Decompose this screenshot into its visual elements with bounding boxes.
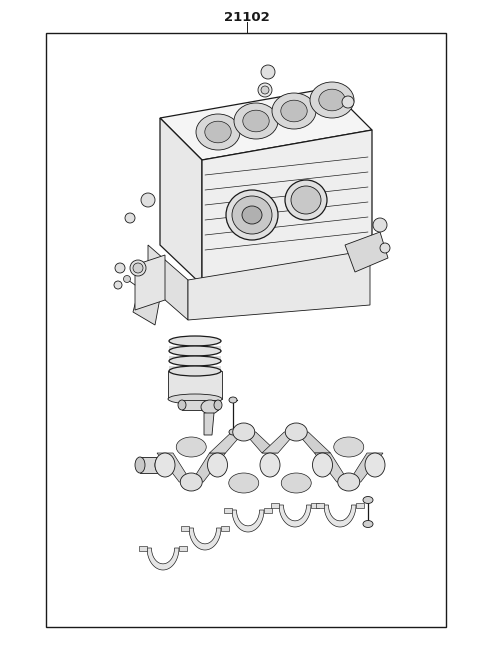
Ellipse shape bbox=[155, 453, 175, 477]
Bar bbox=[356, 503, 364, 507]
Ellipse shape bbox=[334, 437, 364, 457]
Ellipse shape bbox=[338, 473, 360, 491]
Ellipse shape bbox=[232, 196, 272, 234]
Ellipse shape bbox=[205, 121, 231, 143]
Bar bbox=[169, 356, 221, 361]
Bar bbox=[182, 400, 218, 410]
Ellipse shape bbox=[229, 473, 259, 493]
Ellipse shape bbox=[242, 206, 262, 224]
Ellipse shape bbox=[169, 346, 221, 356]
Ellipse shape bbox=[363, 520, 373, 528]
Circle shape bbox=[261, 65, 275, 79]
Polygon shape bbox=[133, 285, 160, 325]
Bar bbox=[311, 503, 319, 507]
Bar bbox=[179, 545, 187, 551]
Bar bbox=[264, 507, 272, 512]
Bar bbox=[139, 545, 147, 551]
Ellipse shape bbox=[201, 400, 219, 414]
Ellipse shape bbox=[178, 400, 186, 410]
Polygon shape bbox=[148, 245, 188, 320]
Polygon shape bbox=[147, 548, 179, 570]
Polygon shape bbox=[189, 528, 221, 550]
Bar bbox=[181, 526, 189, 530]
Ellipse shape bbox=[226, 190, 278, 240]
Polygon shape bbox=[262, 432, 296, 453]
Ellipse shape bbox=[169, 356, 221, 366]
Ellipse shape bbox=[285, 180, 327, 220]
Polygon shape bbox=[324, 505, 356, 527]
Ellipse shape bbox=[272, 93, 316, 129]
Ellipse shape bbox=[233, 423, 255, 441]
Ellipse shape bbox=[168, 394, 222, 404]
Circle shape bbox=[141, 193, 155, 207]
Ellipse shape bbox=[365, 453, 385, 477]
Circle shape bbox=[125, 213, 135, 223]
Polygon shape bbox=[296, 432, 331, 453]
Polygon shape bbox=[244, 432, 278, 453]
Circle shape bbox=[373, 218, 387, 232]
Ellipse shape bbox=[234, 103, 278, 139]
Bar bbox=[168, 371, 222, 399]
Ellipse shape bbox=[260, 453, 280, 477]
Ellipse shape bbox=[285, 423, 307, 441]
Polygon shape bbox=[191, 453, 226, 482]
Polygon shape bbox=[188, 250, 370, 320]
Bar bbox=[224, 507, 232, 512]
Ellipse shape bbox=[196, 114, 240, 150]
Bar bbox=[316, 503, 324, 507]
Bar bbox=[140, 457, 160, 473]
Polygon shape bbox=[345, 232, 388, 272]
Polygon shape bbox=[160, 118, 202, 285]
Ellipse shape bbox=[363, 497, 373, 503]
Ellipse shape bbox=[169, 366, 221, 376]
Ellipse shape bbox=[207, 453, 228, 477]
Circle shape bbox=[130, 260, 146, 276]
Ellipse shape bbox=[214, 400, 222, 410]
Circle shape bbox=[114, 281, 122, 289]
Bar bbox=[221, 526, 229, 530]
Bar bbox=[46, 33, 446, 627]
Ellipse shape bbox=[135, 457, 145, 473]
Ellipse shape bbox=[176, 437, 206, 457]
Ellipse shape bbox=[310, 82, 354, 118]
Text: 21102: 21102 bbox=[224, 11, 270, 24]
Polygon shape bbox=[314, 453, 349, 482]
Ellipse shape bbox=[243, 110, 269, 132]
Circle shape bbox=[258, 83, 272, 97]
Polygon shape bbox=[232, 510, 264, 532]
Polygon shape bbox=[204, 413, 214, 435]
Polygon shape bbox=[209, 432, 244, 453]
Circle shape bbox=[115, 263, 125, 273]
Ellipse shape bbox=[319, 89, 345, 111]
Circle shape bbox=[133, 263, 143, 273]
Circle shape bbox=[123, 275, 131, 283]
Ellipse shape bbox=[281, 473, 311, 493]
Polygon shape bbox=[135, 255, 165, 310]
Ellipse shape bbox=[180, 473, 202, 491]
Polygon shape bbox=[349, 453, 383, 482]
Bar bbox=[169, 366, 221, 371]
Circle shape bbox=[342, 96, 354, 108]
Circle shape bbox=[380, 243, 390, 253]
Ellipse shape bbox=[155, 457, 165, 473]
Ellipse shape bbox=[281, 101, 307, 122]
Ellipse shape bbox=[169, 336, 221, 346]
Ellipse shape bbox=[291, 186, 321, 214]
Bar bbox=[271, 503, 279, 507]
Bar bbox=[169, 346, 221, 351]
Ellipse shape bbox=[229, 397, 237, 403]
Circle shape bbox=[261, 86, 269, 94]
Polygon shape bbox=[157, 453, 191, 482]
Ellipse shape bbox=[312, 453, 333, 477]
Polygon shape bbox=[279, 505, 311, 527]
Ellipse shape bbox=[229, 429, 237, 435]
Polygon shape bbox=[202, 130, 372, 285]
Polygon shape bbox=[160, 88, 372, 160]
